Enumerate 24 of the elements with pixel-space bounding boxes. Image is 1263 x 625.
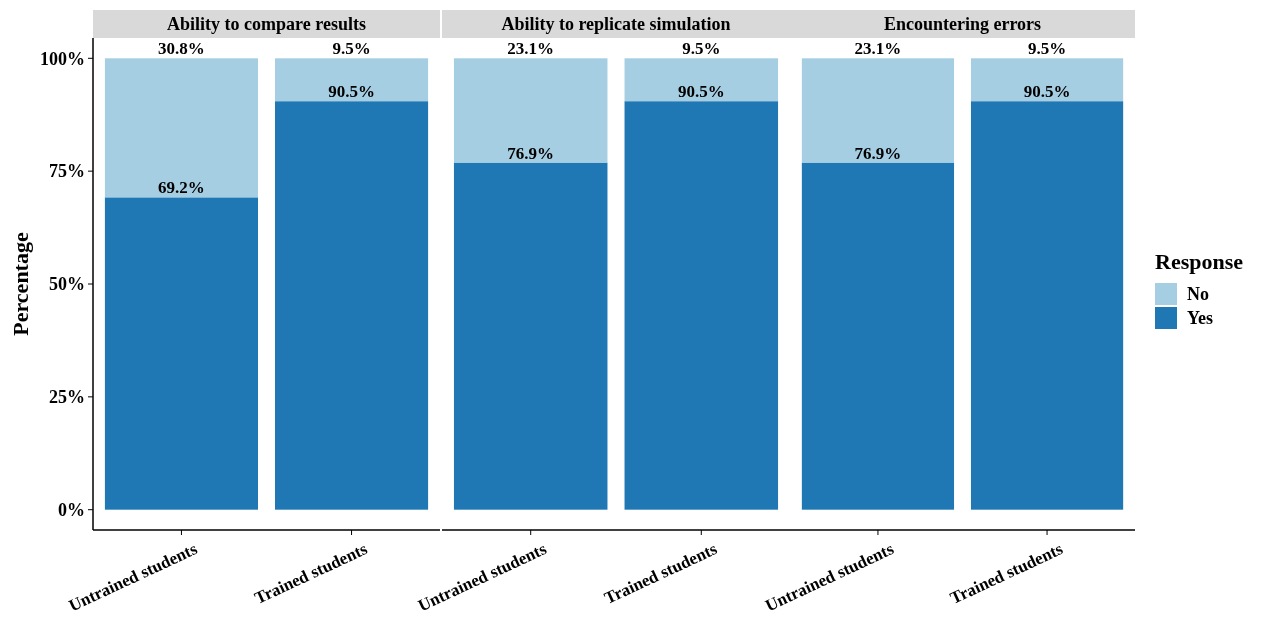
chart-title: Ability to replicate simulation bbox=[501, 14, 731, 34]
y-tick-label: 75% bbox=[49, 161, 85, 182]
y-axis-title: Percentage bbox=[8, 232, 33, 336]
data-label: 9.5% bbox=[1027, 39, 1067, 59]
y-tick-label: 50% bbox=[49, 274, 85, 295]
data-label: 69.2% bbox=[158, 178, 205, 198]
data-label: 23.1% bbox=[507, 39, 555, 59]
data-label: 76.9% bbox=[854, 143, 902, 163]
legend-title: Response bbox=[1155, 249, 1244, 274]
data-label: 76.9% bbox=[507, 143, 555, 163]
data-label: 90.5% bbox=[677, 82, 725, 102]
y-tick-label: 100% bbox=[40, 48, 85, 69]
data-label: 90.5% bbox=[1023, 82, 1071, 102]
data-label: 9.5% bbox=[332, 39, 371, 59]
y-tick-label: 0% bbox=[58, 499, 85, 520]
chart-title: Encountering errors bbox=[883, 14, 1042, 34]
data-label: 30.8% bbox=[158, 39, 205, 59]
y-tick-label: 25% bbox=[49, 387, 85, 408]
legend-label: Yes bbox=[1187, 308, 1213, 329]
data-label: 90.5% bbox=[328, 82, 375, 102]
legend-label: No bbox=[1187, 284, 1209, 305]
data-label: 9.5% bbox=[682, 39, 721, 59]
data-label: 23.1% bbox=[854, 39, 902, 59]
chart-title: Ability to compare results bbox=[167, 14, 366, 34]
